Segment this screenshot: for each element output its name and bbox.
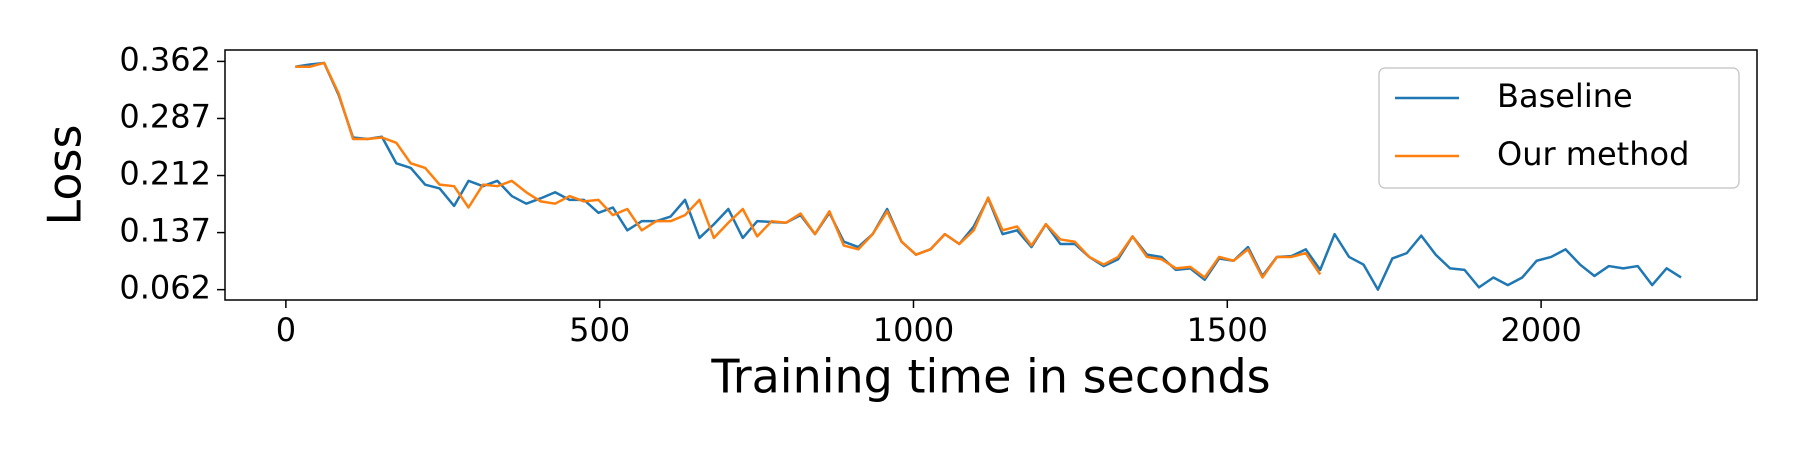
y-tick-label: 0.362 <box>119 40 211 78</box>
legend-label: Our method <box>1497 135 1689 173</box>
plot-frame <box>224 49 1758 301</box>
y-tick-label: 0.212 <box>119 155 211 193</box>
legend-label: Baseline <box>1497 77 1633 115</box>
series-line <box>295 61 1322 279</box>
legend-box <box>1378 67 1740 189</box>
y-tick-label: 0.287 <box>119 97 211 135</box>
y-tick-label: 0.137 <box>119 212 211 250</box>
y-axis-label: Loss <box>38 125 92 226</box>
x-tick-label: 0 <box>276 311 296 349</box>
x-tick-label: 1500 <box>1187 311 1268 349</box>
x-tick-label: 2000 <box>1500 311 1581 349</box>
x-tick-label: 1000 <box>873 311 954 349</box>
y-tick-label: 0.062 <box>119 269 211 307</box>
x-axis-label: Training time in seconds <box>710 350 1270 404</box>
x-tick-label: 500 <box>569 311 630 349</box>
